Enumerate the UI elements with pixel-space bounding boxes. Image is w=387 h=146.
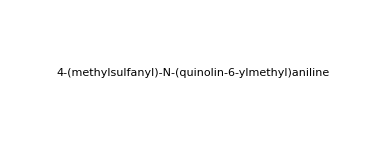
Text: 4-(methylsulfanyl)-N-(quinolin-6-ylmethyl)aniline: 4-(methylsulfanyl)-N-(quinolin-6-ylmethy… bbox=[57, 68, 330, 78]
